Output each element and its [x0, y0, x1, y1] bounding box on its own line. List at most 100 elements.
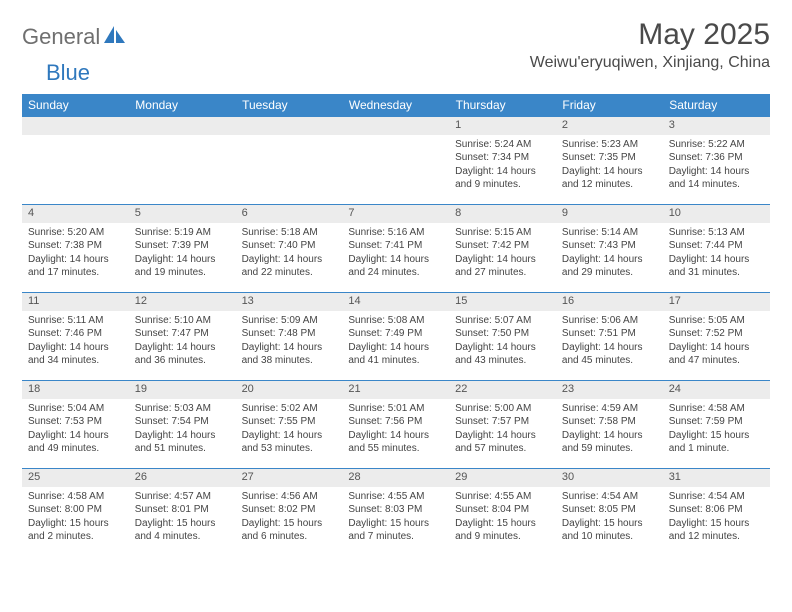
day-d1: Daylight: 14 hours [135, 341, 230, 355]
day-d1: Daylight: 14 hours [455, 341, 550, 355]
day-number-cell: 16 [556, 293, 663, 311]
day-d2: and 9 minutes. [455, 530, 550, 544]
day-number-cell: 24 [663, 381, 770, 399]
day-sr: Sunrise: 5:10 AM [135, 314, 230, 328]
day-ss: Sunset: 8:00 PM [28, 503, 123, 517]
day-detail-cell: Sunrise: 4:58 AMSunset: 8:00 PMDaylight:… [22, 487, 129, 557]
day-sr: Sunrise: 5:19 AM [135, 226, 230, 240]
day-ss: Sunset: 7:42 PM [455, 239, 550, 253]
day-number-cell: 19 [129, 381, 236, 399]
brand-logo: General [22, 18, 128, 50]
day-ss: Sunset: 7:38 PM [28, 239, 123, 253]
day-sr: Sunrise: 4:54 AM [669, 490, 764, 504]
day-d2: and 22 minutes. [242, 266, 337, 280]
day-sr: Sunrise: 5:22 AM [669, 138, 764, 152]
day-number-cell: 20 [236, 381, 343, 399]
day-ss: Sunset: 7:48 PM [242, 327, 337, 341]
day-ss: Sunset: 8:05 PM [562, 503, 657, 517]
day-number-cell: 31 [663, 469, 770, 487]
day-d2: and 59 minutes. [562, 442, 657, 456]
weekday-header: Friday [556, 94, 663, 117]
day-ss: Sunset: 7:50 PM [455, 327, 550, 341]
day-sr: Sunrise: 5:13 AM [669, 226, 764, 240]
day-detail-cell: Sunrise: 5:13 AMSunset: 7:44 PMDaylight:… [663, 223, 770, 293]
day-d1: Daylight: 14 hours [242, 253, 337, 267]
weekday-header: Tuesday [236, 94, 343, 117]
day-d1: Daylight: 15 hours [28, 517, 123, 531]
day-d2: and 6 minutes. [242, 530, 337, 544]
day-number-cell: 9 [556, 205, 663, 223]
day-sr: Sunrise: 4:59 AM [562, 402, 657, 416]
day-number-cell: 28 [342, 469, 449, 487]
day-sr: Sunrise: 4:54 AM [562, 490, 657, 504]
day-d1: Daylight: 14 hours [242, 429, 337, 443]
day-number-cell [129, 117, 236, 135]
day-d2: and 57 minutes. [455, 442, 550, 456]
day-number-row: 25262728293031 [22, 469, 770, 487]
day-detail-cell: Sunrise: 5:09 AMSunset: 7:48 PMDaylight:… [236, 311, 343, 381]
day-number-cell: 5 [129, 205, 236, 223]
day-sr: Sunrise: 4:58 AM [669, 402, 764, 416]
day-number-cell: 23 [556, 381, 663, 399]
day-sr: Sunrise: 5:08 AM [348, 314, 443, 328]
day-d1: Daylight: 14 hours [135, 253, 230, 267]
day-detail-cell: Sunrise: 5:16 AMSunset: 7:41 PMDaylight:… [342, 223, 449, 293]
day-number-cell: 26 [129, 469, 236, 487]
day-number-cell: 15 [449, 293, 556, 311]
day-number-cell: 25 [22, 469, 129, 487]
day-ss: Sunset: 7:49 PM [348, 327, 443, 341]
day-detail-cell: Sunrise: 5:18 AMSunset: 7:40 PMDaylight:… [236, 223, 343, 293]
day-number-cell: 30 [556, 469, 663, 487]
day-detail-cell: Sunrise: 5:19 AMSunset: 7:39 PMDaylight:… [129, 223, 236, 293]
day-detail-cell: Sunrise: 5:15 AMSunset: 7:42 PMDaylight:… [449, 223, 556, 293]
day-detail-cell: Sunrise: 5:11 AMSunset: 7:46 PMDaylight:… [22, 311, 129, 381]
day-number-cell: 22 [449, 381, 556, 399]
day-d1: Daylight: 14 hours [135, 429, 230, 443]
day-sr: Sunrise: 5:23 AM [562, 138, 657, 152]
day-detail-cell: Sunrise: 5:03 AMSunset: 7:54 PMDaylight:… [129, 399, 236, 469]
day-ss: Sunset: 7:51 PM [562, 327, 657, 341]
day-detail-row: Sunrise: 5:24 AMSunset: 7:34 PMDaylight:… [22, 135, 770, 205]
day-d1: Daylight: 14 hours [455, 253, 550, 267]
weekday-header: Wednesday [342, 94, 449, 117]
day-ss: Sunset: 7:44 PM [669, 239, 764, 253]
day-d2: and 34 minutes. [28, 354, 123, 368]
day-d2: and 14 minutes. [669, 178, 764, 192]
day-detail-cell [236, 135, 343, 205]
day-ss: Sunset: 7:57 PM [455, 415, 550, 429]
day-ss: Sunset: 8:03 PM [348, 503, 443, 517]
day-ss: Sunset: 7:41 PM [348, 239, 443, 253]
day-detail-cell: Sunrise: 5:23 AMSunset: 7:35 PMDaylight:… [556, 135, 663, 205]
day-d2: and 10 minutes. [562, 530, 657, 544]
day-d2: and 12 minutes. [562, 178, 657, 192]
title-block: May 2025 Weiwu'eryuqiwen, Xinjiang, Chin… [530, 18, 770, 72]
day-detail-cell: Sunrise: 4:58 AMSunset: 7:59 PMDaylight:… [663, 399, 770, 469]
day-detail-row: Sunrise: 4:58 AMSunset: 8:00 PMDaylight:… [22, 487, 770, 557]
day-detail-cell: Sunrise: 5:06 AMSunset: 7:51 PMDaylight:… [556, 311, 663, 381]
day-d2: and 31 minutes. [669, 266, 764, 280]
day-number-cell: 3 [663, 117, 770, 135]
day-d1: Daylight: 14 hours [669, 165, 764, 179]
day-d2: and 12 minutes. [669, 530, 764, 544]
day-ss: Sunset: 7:39 PM [135, 239, 230, 253]
day-ss: Sunset: 7:36 PM [669, 151, 764, 165]
day-sr: Sunrise: 5:00 AM [455, 402, 550, 416]
day-detail-cell: Sunrise: 5:02 AMSunset: 7:55 PMDaylight:… [236, 399, 343, 469]
day-detail-cell: Sunrise: 5:10 AMSunset: 7:47 PMDaylight:… [129, 311, 236, 381]
day-ss: Sunset: 7:34 PM [455, 151, 550, 165]
day-detail-cell: Sunrise: 5:01 AMSunset: 7:56 PMDaylight:… [342, 399, 449, 469]
day-detail-row: Sunrise: 5:04 AMSunset: 7:53 PMDaylight:… [22, 399, 770, 469]
day-ss: Sunset: 7:46 PM [28, 327, 123, 341]
day-number-cell: 1 [449, 117, 556, 135]
day-ss: Sunset: 8:06 PM [669, 503, 764, 517]
day-d1: Daylight: 14 hours [242, 341, 337, 355]
day-number-row: 11121314151617 [22, 293, 770, 311]
day-sr: Sunrise: 5:07 AM [455, 314, 550, 328]
day-d1: Daylight: 14 hours [455, 429, 550, 443]
day-number-cell [342, 117, 449, 135]
day-number-row: 18192021222324 [22, 381, 770, 399]
day-ss: Sunset: 7:58 PM [562, 415, 657, 429]
day-detail-cell: Sunrise: 5:20 AMSunset: 7:38 PMDaylight:… [22, 223, 129, 293]
day-detail-row: Sunrise: 5:20 AMSunset: 7:38 PMDaylight:… [22, 223, 770, 293]
day-d2: and 43 minutes. [455, 354, 550, 368]
